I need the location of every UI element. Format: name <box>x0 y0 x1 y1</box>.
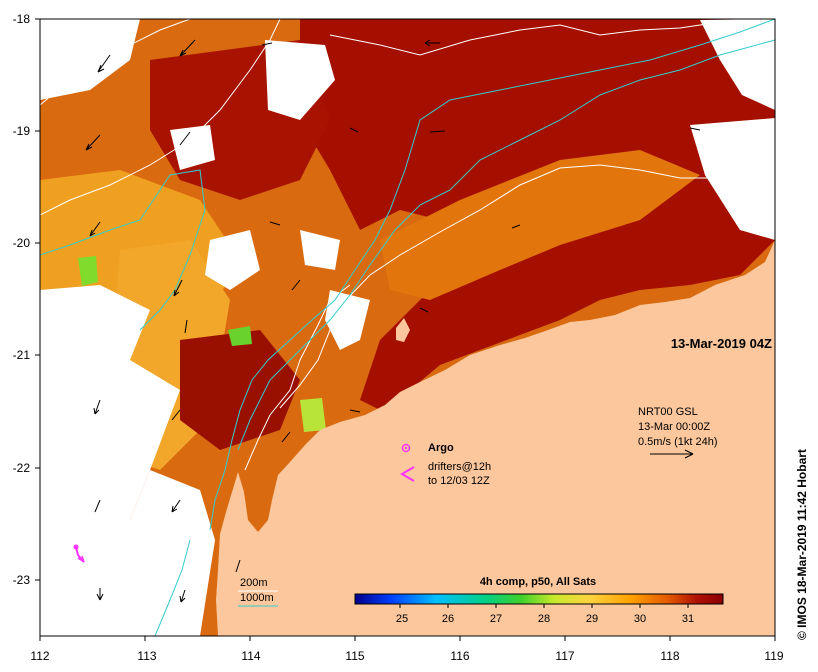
current-product-label: NRT00 GSL <box>638 406 698 418</box>
colorbar-ticks <box>399 604 689 608</box>
plot-area <box>40 19 775 636</box>
current-scale-label: 0.5m/s (1kt 24h) <box>638 436 717 448</box>
lon-tick-label: 115 <box>345 649 364 663</box>
current-scale-arrow <box>650 449 694 459</box>
cloud-mask <box>300 230 340 270</box>
isobath-200m <box>279 159 775 409</box>
cloud-mask <box>130 470 215 636</box>
sst-cool-patch <box>78 256 98 286</box>
lon-tick-marks <box>39 636 776 641</box>
argo-marker-icon <box>401 443 411 453</box>
sst-cool-patch <box>300 398 326 432</box>
cloud-mask <box>700 19 775 110</box>
cloud-mask <box>170 125 215 170</box>
lon-tick-label: 116 <box>450 649 469 663</box>
cloud-mask <box>205 230 260 290</box>
lat-tick-label: -18 <box>13 12 31 26</box>
lon-tick-label: 113 <box>137 649 156 663</box>
colorbar-tick-label: 29 <box>586 613 598 625</box>
colorbar-tick-label: 26 <box>442 613 454 625</box>
isobath-200m <box>84 499 166 636</box>
colorbar-tick-label: 28 <box>538 613 550 625</box>
lat-tick-marks <box>35 18 40 581</box>
isobath-200m <box>329 21 721 56</box>
colorbar-title: 4h comp, p50, All Sats <box>480 576 596 588</box>
colorbar-tick-label: 27 <box>490 613 502 625</box>
lon-tick-label: 119 <box>764 649 783 663</box>
cloud-mask <box>265 40 335 120</box>
drifters-legend-label: drifters@12h <box>428 461 491 473</box>
colorbar <box>354 593 724 605</box>
lon-tick-label: 112 <box>30 649 49 663</box>
colorbar-tick-label: 31 <box>682 613 694 625</box>
sst-cool-patch <box>228 326 252 346</box>
lat-tick-label: -21 <box>13 348 31 362</box>
lon-tick-label: 118 <box>660 649 679 663</box>
drifters-legend-label-2: to 12/03 12Z <box>428 475 490 487</box>
lat-tick-label: -20 <box>13 236 31 250</box>
isobath-200m <box>40 19 281 216</box>
date-stamp: 13-Mar-2019 04Z <box>671 336 772 351</box>
lat-tick-label: -19 <box>13 124 31 138</box>
cloud-mask <box>40 19 140 100</box>
credit-text: © IMOS 18-Mar-2019 11:42 Hobart <box>795 449 809 640</box>
current-vectors <box>85 39 701 603</box>
island <box>396 318 410 342</box>
cloud-mask <box>690 118 775 240</box>
sst-orange-tongue <box>380 150 700 300</box>
cloud-mask <box>325 290 370 350</box>
lat-tick-label: -23 <box>13 573 31 587</box>
drifter-track <box>73 544 85 563</box>
land-mass <box>216 240 775 636</box>
lon-tick-label: 114 <box>241 649 260 663</box>
sst-hot-southwest <box>180 330 300 450</box>
map-frame <box>39 18 776 637</box>
drifter-marker-icon <box>400 466 415 482</box>
isobath-1000m <box>154 539 191 636</box>
isobath-200m <box>244 284 351 471</box>
isobath-1000m <box>209 19 775 531</box>
colorbar-tick-label: 25 <box>396 613 408 625</box>
argo-legend-label: Argo <box>428 442 454 454</box>
isobath-1000m-label: 1000m <box>240 592 274 604</box>
isobath-200m <box>40 19 191 106</box>
current-time-label: 13-Mar 00:00Z <box>638 421 710 433</box>
isobath-1000m <box>237 39 775 451</box>
isobath-200m-label: 200m <box>240 577 268 589</box>
colorbar-tick-label: 30 <box>634 613 646 625</box>
lon-tick-label: 117 <box>555 649 574 663</box>
isobath-1000m <box>40 169 206 331</box>
lat-tick-label: -22 <box>13 461 31 475</box>
